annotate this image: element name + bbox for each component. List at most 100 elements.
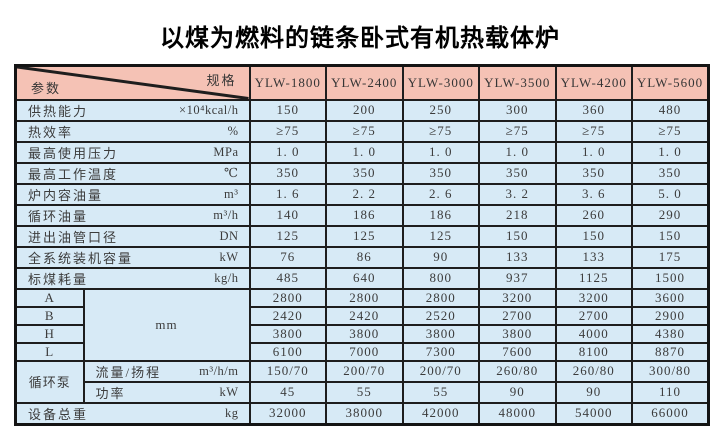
value-cell: 3. 6 [554, 182, 633, 206]
param-row-max-temperature: 最高工作温度 ℃ 350 350 350 350 350 350 [14, 161, 710, 185]
column-header-ylw-3000: YLW-3000 [401, 64, 480, 101]
row-unit: ×10⁴kcal/h [179, 102, 239, 117]
column-header-ylw-5600: YLW-5600 [631, 64, 710, 101]
param-row-installed-capacity: 全系统装机容量 kW 76 86 90 133 133 175 [14, 245, 710, 269]
row-label: 功率 [95, 385, 126, 401]
row-label-cell: 循环油量 m³/h [14, 203, 251, 227]
value-cell: 125 [325, 224, 404, 248]
value-cell: 1. 0 [401, 140, 480, 164]
page-title: 以煤为燃料的链条卧式有机热载体炉 [160, 25, 560, 52]
value-cell: 2700 [554, 305, 633, 326]
row-label: 设备总重 [28, 406, 89, 422]
value-cell: 1. 0 [248, 140, 327, 164]
value-cell: 350 [631, 161, 710, 185]
column-header-ylw-4200: YLW-4200 [554, 64, 633, 101]
value-cell: 2420 [325, 305, 404, 326]
pump-group-cell: 循环泵 [14, 359, 85, 404]
dim-letter: A [14, 287, 85, 308]
value-cell: 32000 [248, 401, 327, 425]
value-cell: 2420 [248, 305, 327, 326]
value-cell: 250 [401, 98, 480, 122]
dim-row-l: L 6100 7000 7300 7600 8100 8870 [14, 341, 710, 362]
dim-unit-cell: mm [82, 287, 251, 362]
value-cell: 38000 [325, 401, 404, 425]
value-cell: 1. 0 [631, 140, 710, 164]
dim-row-h: H 3800 3800 3800 3800 4000 4380 [14, 323, 710, 344]
dim-letter: H [14, 323, 85, 344]
value-cell: 54000 [554, 401, 633, 425]
value-cell: 3800 [248, 323, 327, 344]
row-unit: MPa [213, 144, 239, 159]
row-label: 炉内容油量 [28, 187, 104, 203]
value-cell: ≥75 [325, 119, 404, 143]
param-row-heating-capacity: 供热能力 ×10⁴kcal/h 150 200 250 300 360 480 [14, 98, 710, 122]
value-cell: 7600 [478, 341, 557, 362]
value-cell: 218 [478, 203, 557, 227]
value-cell: 175 [631, 245, 710, 269]
value-cell: ≥75 [478, 119, 557, 143]
row-label-cell: 最高使用压力 MPa [14, 140, 251, 164]
value-cell: 186 [325, 203, 404, 227]
value-cell: 200/70 [325, 359, 404, 383]
value-cell: 350 [325, 161, 404, 185]
value-cell: 48000 [478, 401, 557, 425]
value-cell: 350 [478, 161, 557, 185]
value-cell: 1. 6 [248, 182, 327, 206]
row-unit: % [227, 123, 239, 138]
value-cell: 2900 [631, 305, 710, 326]
row-unit: kW [219, 384, 239, 399]
corner-cell: 规格 参数 [14, 64, 251, 101]
value-cell: 133 [554, 245, 633, 269]
row-unit: ℃ [224, 166, 239, 180]
value-cell: 90 [478, 380, 557, 404]
value-cell: 200/70 [401, 359, 480, 383]
row-label-cell: 标煤耗量 kg/h [14, 266, 251, 290]
value-cell: 8870 [631, 341, 710, 362]
value-cell: 260 [554, 203, 633, 227]
value-cell: 150 [554, 224, 633, 248]
column-header-ylw-2400: YLW-2400 [325, 64, 404, 101]
row-label: 最高使用压力 [28, 145, 119, 161]
value-cell: 290 [631, 203, 710, 227]
row-unit: m³ [224, 186, 239, 201]
value-cell: 2. 2 [325, 182, 404, 206]
value-cell: 4000 [554, 323, 633, 344]
column-header-ylw-1800: YLW-1800 [248, 64, 327, 101]
row-label: 全系统装机容量 [28, 250, 134, 266]
value-cell: 150/70 [248, 359, 327, 383]
value-cell: 3800 [478, 323, 557, 344]
row-label: 最高工作温度 [28, 166, 119, 182]
param-row-max-pressure: 最高使用压力 MPa 1. 0 1. 0 1. 0 1. 0 1. 0 1. 0 [14, 140, 710, 164]
dim-letter: L [14, 341, 85, 362]
value-cell: 133 [478, 245, 557, 269]
header-row: 规格 参数 YLW-1800 YLW-2400 YLW-3000 YLW-350… [14, 64, 710, 101]
value-cell: ≥75 [631, 119, 710, 143]
value-cell: 485 [248, 266, 327, 290]
value-cell: ≥75 [554, 119, 633, 143]
pump-row-flow-head: 循环泵 流量/扬程 m³/h/m 150/70 200/70 200/70 260… [14, 359, 710, 404]
column-header-ylw-3500: YLW-3500 [478, 64, 557, 101]
value-cell: 800 [401, 266, 480, 290]
row-label: 循环油量 [28, 208, 89, 224]
value-cell: 260/80 [478, 359, 557, 383]
corner-param-label: 参数 [31, 80, 62, 96]
param-row-circulating-oil: 循环油量 m³/h 140 186 186 218 260 290 [14, 203, 710, 227]
row-label-cell: 热效率% [14, 119, 251, 143]
row-label-cell: 炉内容油量 m³ [14, 182, 251, 206]
row-label-cell: 进出油管口径 DN [14, 224, 251, 248]
value-cell: 2700 [478, 305, 557, 326]
value-cell: 360 [554, 98, 633, 122]
param-row-coal-consumption: 标煤耗量 kg/h 485 640 800 937 1125 1500 [14, 266, 710, 290]
row-label: 流量/扬程 [95, 364, 162, 380]
row-label: 热效率 [28, 124, 74, 140]
row-unit: DN [219, 228, 239, 243]
value-cell: 7000 [325, 341, 404, 362]
value-cell: 350 [401, 161, 480, 185]
param-row-furnace-oil-volume: 炉内容油量 m³ 1. 6 2. 2 2. 6 3. 2 3. 6 5. 0 [14, 182, 710, 206]
value-cell: 1. 0 [478, 140, 557, 164]
value-cell: 55 [401, 380, 480, 404]
corner-spec-label: 规格 [206, 73, 237, 88]
value-cell: 5. 0 [631, 182, 710, 206]
value-cell: 2520 [401, 305, 480, 326]
row-unit: m³/h/m [199, 363, 239, 378]
